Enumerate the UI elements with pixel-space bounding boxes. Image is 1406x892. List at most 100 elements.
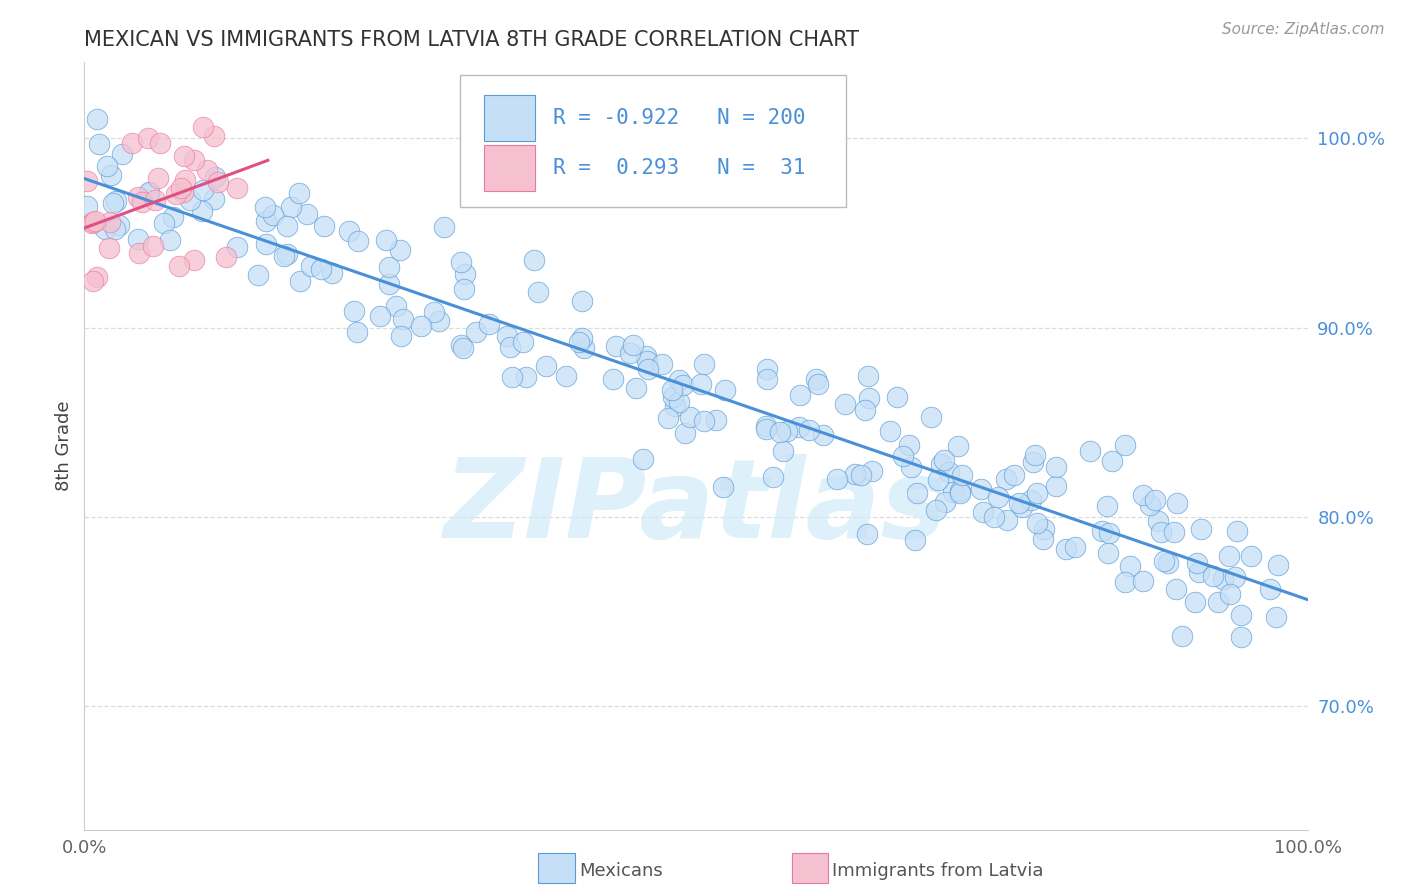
Point — [1240, 549, 1263, 563]
Point — [378, 260, 401, 274]
Point — [693, 357, 716, 371]
Point — [142, 239, 165, 253]
Point — [423, 305, 446, 319]
Point — [1150, 525, 1173, 540]
Point — [1008, 496, 1031, 510]
Point — [924, 502, 946, 516]
Point — [104, 222, 127, 236]
Point — [983, 510, 1005, 524]
Point — [636, 354, 658, 368]
Point — [374, 233, 396, 247]
Point — [170, 181, 193, 195]
Point — [94, 222, 117, 236]
Point — [661, 390, 683, 404]
Point — [1098, 525, 1121, 540]
Point — [1230, 608, 1253, 623]
Point — [858, 369, 880, 384]
Point — [82, 215, 104, 229]
Point — [127, 190, 149, 204]
Point — [202, 192, 225, 206]
Point — [454, 267, 477, 281]
Point — [288, 274, 311, 288]
Point — [368, 310, 391, 324]
Point — [1219, 587, 1241, 601]
Point — [555, 368, 578, 383]
Point — [898, 438, 921, 452]
Point — [856, 526, 879, 541]
Text: Immigrants from Latvia: Immigrants from Latvia — [832, 863, 1043, 880]
Point — [995, 513, 1018, 527]
Point — [153, 216, 176, 230]
Point — [1097, 546, 1119, 560]
Point — [772, 444, 794, 458]
Text: Source: ZipAtlas.com: Source: ZipAtlas.com — [1222, 22, 1385, 37]
Point — [776, 424, 799, 438]
Point — [86, 270, 108, 285]
Point — [825, 472, 848, 486]
Point — [254, 236, 277, 251]
Point — [668, 395, 690, 409]
Point — [755, 362, 778, 376]
Point — [309, 262, 332, 277]
Point — [1166, 582, 1188, 596]
Point — [602, 372, 624, 386]
Point — [1185, 557, 1208, 571]
Point — [568, 334, 591, 349]
Point — [668, 372, 690, 386]
Text: MEXICAN VS IMMIGRANTS FROM LATVIA 8TH GRADE CORRELATION CHART: MEXICAN VS IMMIGRANTS FROM LATVIA 8TH GR… — [84, 29, 859, 50]
Point — [851, 467, 873, 482]
Point — [1188, 565, 1211, 579]
Point — [1144, 493, 1167, 508]
Point — [276, 247, 298, 261]
Point — [280, 200, 302, 214]
Point — [1025, 516, 1047, 530]
Point — [713, 383, 735, 397]
Point — [409, 318, 432, 333]
FancyBboxPatch shape — [484, 95, 534, 142]
Point — [1101, 454, 1123, 468]
Point — [389, 328, 412, 343]
Point — [900, 460, 922, 475]
Point — [96, 159, 118, 173]
Point — [136, 131, 159, 145]
Point — [621, 338, 644, 352]
Point — [86, 112, 108, 127]
Point — [904, 533, 927, 548]
Point — [465, 326, 488, 340]
Point — [98, 241, 121, 255]
Point — [920, 409, 942, 424]
Point — [1163, 524, 1185, 539]
Point — [787, 420, 810, 434]
Point — [804, 372, 827, 386]
Point — [972, 505, 994, 519]
Point — [950, 468, 973, 483]
Point — [619, 345, 641, 359]
Point — [226, 240, 249, 254]
Point — [1229, 630, 1251, 644]
Point — [195, 163, 218, 178]
Point — [105, 194, 128, 208]
Point — [347, 234, 370, 248]
Point — [127, 232, 149, 246]
Point — [193, 183, 215, 197]
Point — [970, 482, 993, 496]
Point — [1091, 524, 1114, 538]
Point — [949, 486, 972, 500]
Point — [1212, 572, 1234, 586]
Text: R =  0.293   N =  31: R = 0.293 N = 31 — [553, 158, 806, 178]
Point — [879, 424, 901, 438]
Point — [1119, 558, 1142, 573]
Point — [215, 251, 238, 265]
Point — [392, 312, 415, 326]
Point — [276, 219, 298, 234]
Point — [167, 259, 190, 273]
Point — [886, 390, 908, 404]
Point — [672, 378, 695, 392]
Point — [789, 388, 811, 402]
Point — [1202, 569, 1225, 583]
Point — [1157, 556, 1180, 570]
Point — [450, 338, 472, 352]
Point — [207, 175, 229, 189]
Point — [183, 153, 205, 167]
Point — [496, 329, 519, 343]
